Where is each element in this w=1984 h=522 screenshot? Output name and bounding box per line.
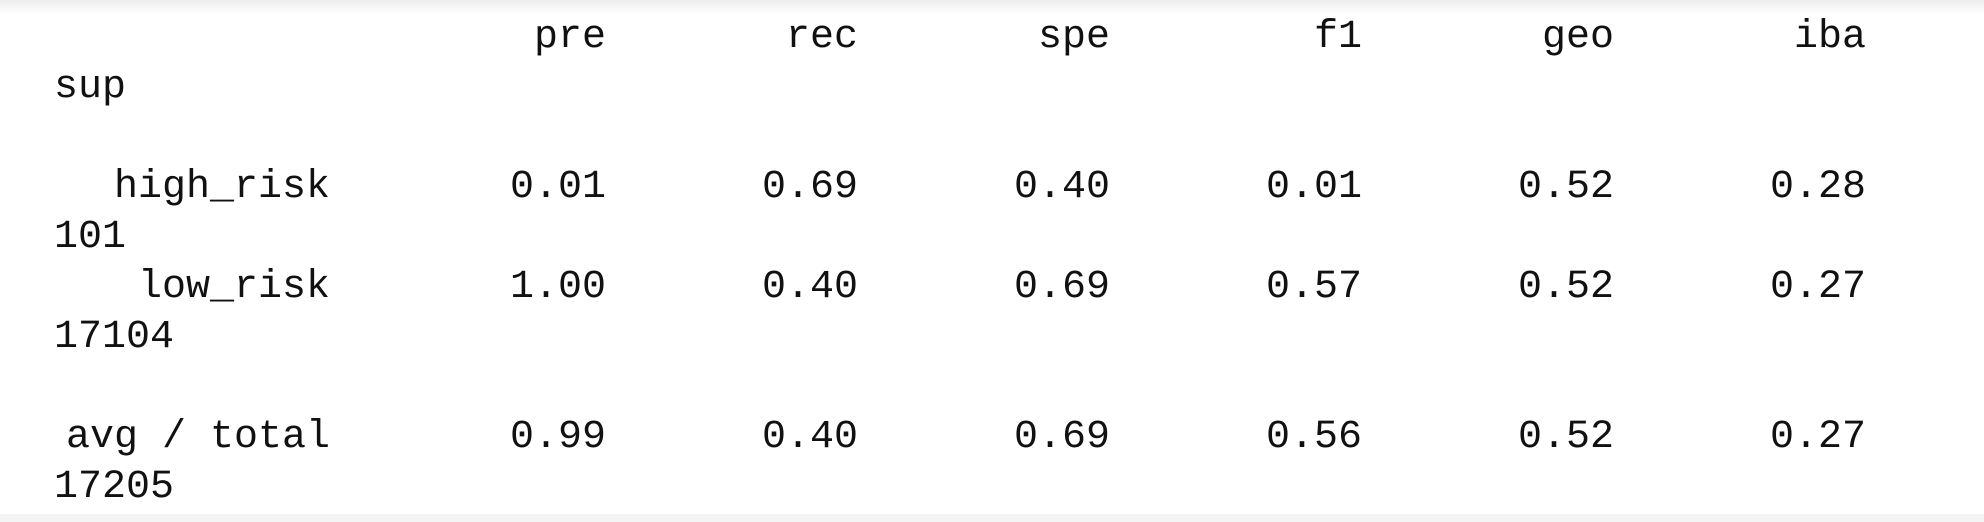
avg-total-f1: 0.56 [1265, 415, 1362, 460]
header-rec: rec [785, 15, 858, 60]
high-risk-pre: 0.01 [509, 165, 606, 210]
avg-total-iba: 0.27 [1769, 415, 1866, 460]
low-risk-iba: 0.27 [1769, 265, 1866, 310]
high-risk-rec: 0.69 [761, 165, 858, 210]
header-pre: pre [533, 15, 606, 60]
high-risk-f1: 0.01 [1265, 165, 1362, 210]
high-risk-iba: 0.28 [1769, 165, 1866, 210]
high-risk-spe: 0.40 [1013, 165, 1110, 210]
header-sup: sup [54, 65, 127, 110]
avg-total-pre: 0.99 [509, 415, 606, 460]
bottom-band [0, 514, 1984, 522]
low-risk-spe: 0.69 [1013, 265, 1110, 310]
avg-total-spe: 0.69 [1013, 415, 1110, 460]
low-risk-rec: 0.40 [761, 265, 858, 310]
avg-total-geo: 0.52 [1517, 415, 1614, 460]
top-shadow [0, 0, 1984, 14]
avg-total-sup: 17205 [54, 465, 175, 510]
low-risk-sup: 17104 [54, 315, 175, 360]
avg-total-rec: 0.40 [761, 415, 858, 460]
row-label-high-risk: high_risk [113, 165, 330, 210]
header-spe: spe [1037, 15, 1110, 60]
header-f1: f1 [1313, 15, 1362, 60]
low-risk-f1: 0.57 [1265, 265, 1362, 310]
low-risk-pre: 1.00 [509, 265, 606, 310]
low-risk-geo: 0.52 [1517, 265, 1614, 310]
row-label-avg-total: avg / total [65, 415, 330, 460]
header-geo: geo [1541, 15, 1614, 60]
row-label-low-risk: low_risk [137, 265, 330, 310]
high-risk-sup: 101 [54, 215, 127, 260]
high-risk-geo: 0.52 [1517, 165, 1614, 210]
header-iba: iba [1793, 15, 1866, 60]
